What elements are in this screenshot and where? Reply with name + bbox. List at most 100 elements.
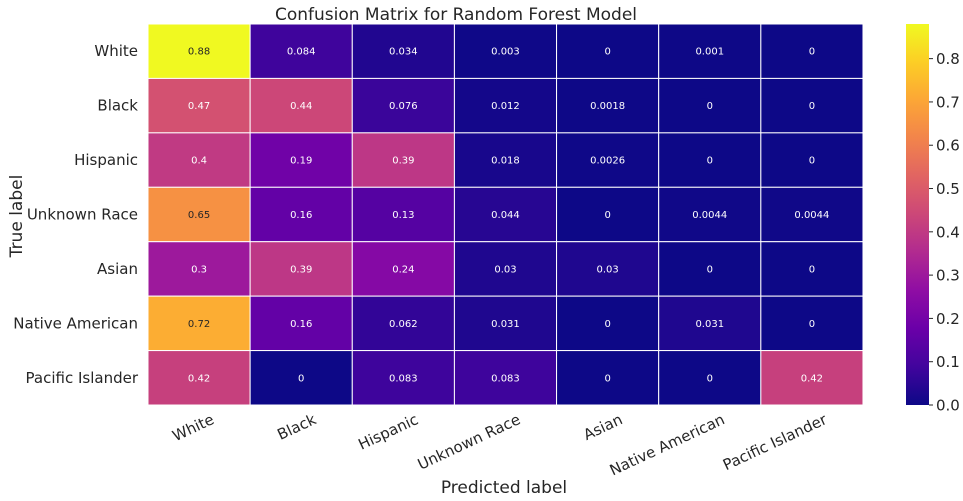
- cell-value-label: 0.0044: [794, 210, 829, 221]
- cell-value-label: 0: [604, 373, 610, 384]
- cell-value-label: 0.42: [801, 373, 823, 384]
- cell-value-label: 0.084: [287, 47, 316, 58]
- cell-value-label: 0: [604, 210, 610, 221]
- heatmap-cell: [556, 295, 660, 352]
- colorbar-tick-label: 0.7: [936, 93, 960, 111]
- y-axis-label: True label: [7, 175, 27, 259]
- y-tick-label: Asian: [97, 260, 138, 278]
- colorbar-tick-label: 0.6: [936, 137, 960, 155]
- cell-value-label: 0.13: [392, 210, 414, 221]
- y-tick-label: Unknown Race: [27, 206, 138, 224]
- heatmap-cell: [249, 132, 353, 188]
- cell-value-label: 0: [298, 373, 304, 384]
- heatmap-cell: [556, 77, 660, 134]
- colorbar-gradient: [906, 24, 929, 405]
- y-tick-labels: White Black Hispanic Unknown Race Asian Nativ…: [13, 42, 139, 387]
- cell-value-label: 0.083: [491, 373, 520, 384]
- cell-value-label: 0: [707, 101, 713, 112]
- heatmap-cell: [351, 241, 455, 297]
- cell-value-label: 0.03: [596, 264, 618, 275]
- cell-value-label: 0.16: [290, 319, 312, 330]
- cell-value-label: 0.24: [392, 264, 414, 275]
- cell-value-label: 0.3: [191, 264, 207, 275]
- heatmap-cell: [453, 295, 558, 352]
- cell-value-label: 0: [604, 47, 610, 58]
- cell-value-label: 0.39: [392, 156, 414, 167]
- cell-value-label: 0.16: [290, 210, 312, 221]
- chart-title: Confusion Matrix for Random Forest Model: [275, 5, 637, 25]
- heatmap-cell: [658, 186, 762, 243]
- y-tick-label: Black: [97, 97, 138, 115]
- heatmap-cell: [453, 23, 558, 79]
- cell-value-label: 0.001: [695, 47, 724, 58]
- x-tick-label: Asian: [581, 410, 626, 444]
- heatmap-cell: [556, 350, 660, 406]
- cell-value-label: 0.44: [290, 101, 312, 112]
- cell-value-label: 0.012: [491, 101, 520, 112]
- heatmap-cell: [147, 295, 251, 352]
- x-tick-label: Native American: [607, 410, 728, 479]
- heatmap-cell: [658, 23, 762, 79]
- heatmap-cells: 0.88 0.084 0.034 0.003 0 0.001 0 0.47 0.44 0.076 0…: [147, 23, 864, 406]
- cell-value-label: 0.72: [188, 319, 210, 330]
- heatmap-cell: [249, 186, 353, 243]
- x-axis-label: Predicted label: [441, 478, 567, 498]
- colorbar-tick-label: 0.5: [936, 180, 960, 198]
- heatmap-cell: [760, 77, 864, 134]
- colorbar-tick-label: 0.3: [936, 267, 960, 285]
- heatmap-cell: [351, 23, 455, 79]
- heatmap-cell: [147, 23, 251, 79]
- colorbar-tick-label: 0.8: [936, 50, 960, 68]
- y-tick-label: Pacific Islander: [26, 369, 139, 387]
- heatmap-cell: [249, 295, 353, 352]
- x-tick-label: Unknown Race: [415, 410, 523, 473]
- heatmap-cell: [453, 132, 558, 188]
- heatmap-cell: [147, 350, 251, 406]
- cell-value-label: 0.4: [191, 156, 207, 167]
- heatmap-cell: [147, 241, 251, 297]
- heatmap-cell: [351, 132, 455, 188]
- colorbar: 0.0 0.1 0.2 0.3 0.4 0.5 0.6 0.7 0.8: [906, 24, 960, 415]
- y-tick-label: Hispanic: [74, 151, 138, 169]
- heatmap-cell: [658, 132, 762, 188]
- heatmap-cell: [760, 186, 864, 243]
- cell-value-label: 0.031: [491, 319, 520, 330]
- cell-value-label: 0.19: [290, 156, 312, 167]
- cell-value-label: 0.0026: [590, 156, 625, 167]
- cell-value-label: 0.031: [695, 319, 724, 330]
- cell-value-label: 0.0018: [590, 101, 625, 112]
- x-tick-label: White: [170, 410, 217, 445]
- cell-value-label: 0.03: [494, 264, 516, 275]
- cell-value-label: 0.88: [188, 47, 210, 58]
- colorbar-tick-label: 0.0: [936, 397, 960, 415]
- cell-value-label: 0.65: [188, 210, 210, 221]
- heatmap-cell: [351, 77, 455, 134]
- heatmap-cell: [147, 77, 251, 134]
- cell-value-label: 0: [809, 156, 815, 167]
- cell-value-label: 0.083: [389, 373, 418, 384]
- heatmap-cell: [760, 132, 864, 188]
- colorbar-tick-label: 0.4: [936, 223, 960, 241]
- cell-value-label: 0.044: [491, 210, 520, 221]
- cell-value-label: 0: [707, 264, 713, 275]
- cell-value-label: 0: [809, 47, 815, 58]
- heatmap-cell: [760, 350, 864, 406]
- heatmap-cell: [658, 350, 762, 406]
- cell-value-label: 0.018: [491, 156, 520, 167]
- heatmap-cell: [351, 350, 455, 406]
- cell-value-label: 0.003: [491, 47, 520, 58]
- cell-value-label: 0: [809, 264, 815, 275]
- cell-value-label: 0.034: [389, 47, 418, 58]
- cell-value-label: 0.47: [188, 101, 210, 112]
- heatmap-cell: [249, 23, 353, 79]
- heatmap-cell: [453, 350, 558, 406]
- cell-value-label: 0.39: [290, 264, 312, 275]
- cell-value-label: 0.42: [188, 373, 210, 384]
- x-tick-label: Black: [275, 410, 320, 444]
- cell-value-label: 0.076: [389, 101, 418, 112]
- cell-value-label: 0: [707, 373, 713, 384]
- cell-value-label: 0: [809, 319, 815, 330]
- cell-value-label: 0: [604, 319, 610, 330]
- colorbar-tick-label: 0.2: [936, 310, 960, 328]
